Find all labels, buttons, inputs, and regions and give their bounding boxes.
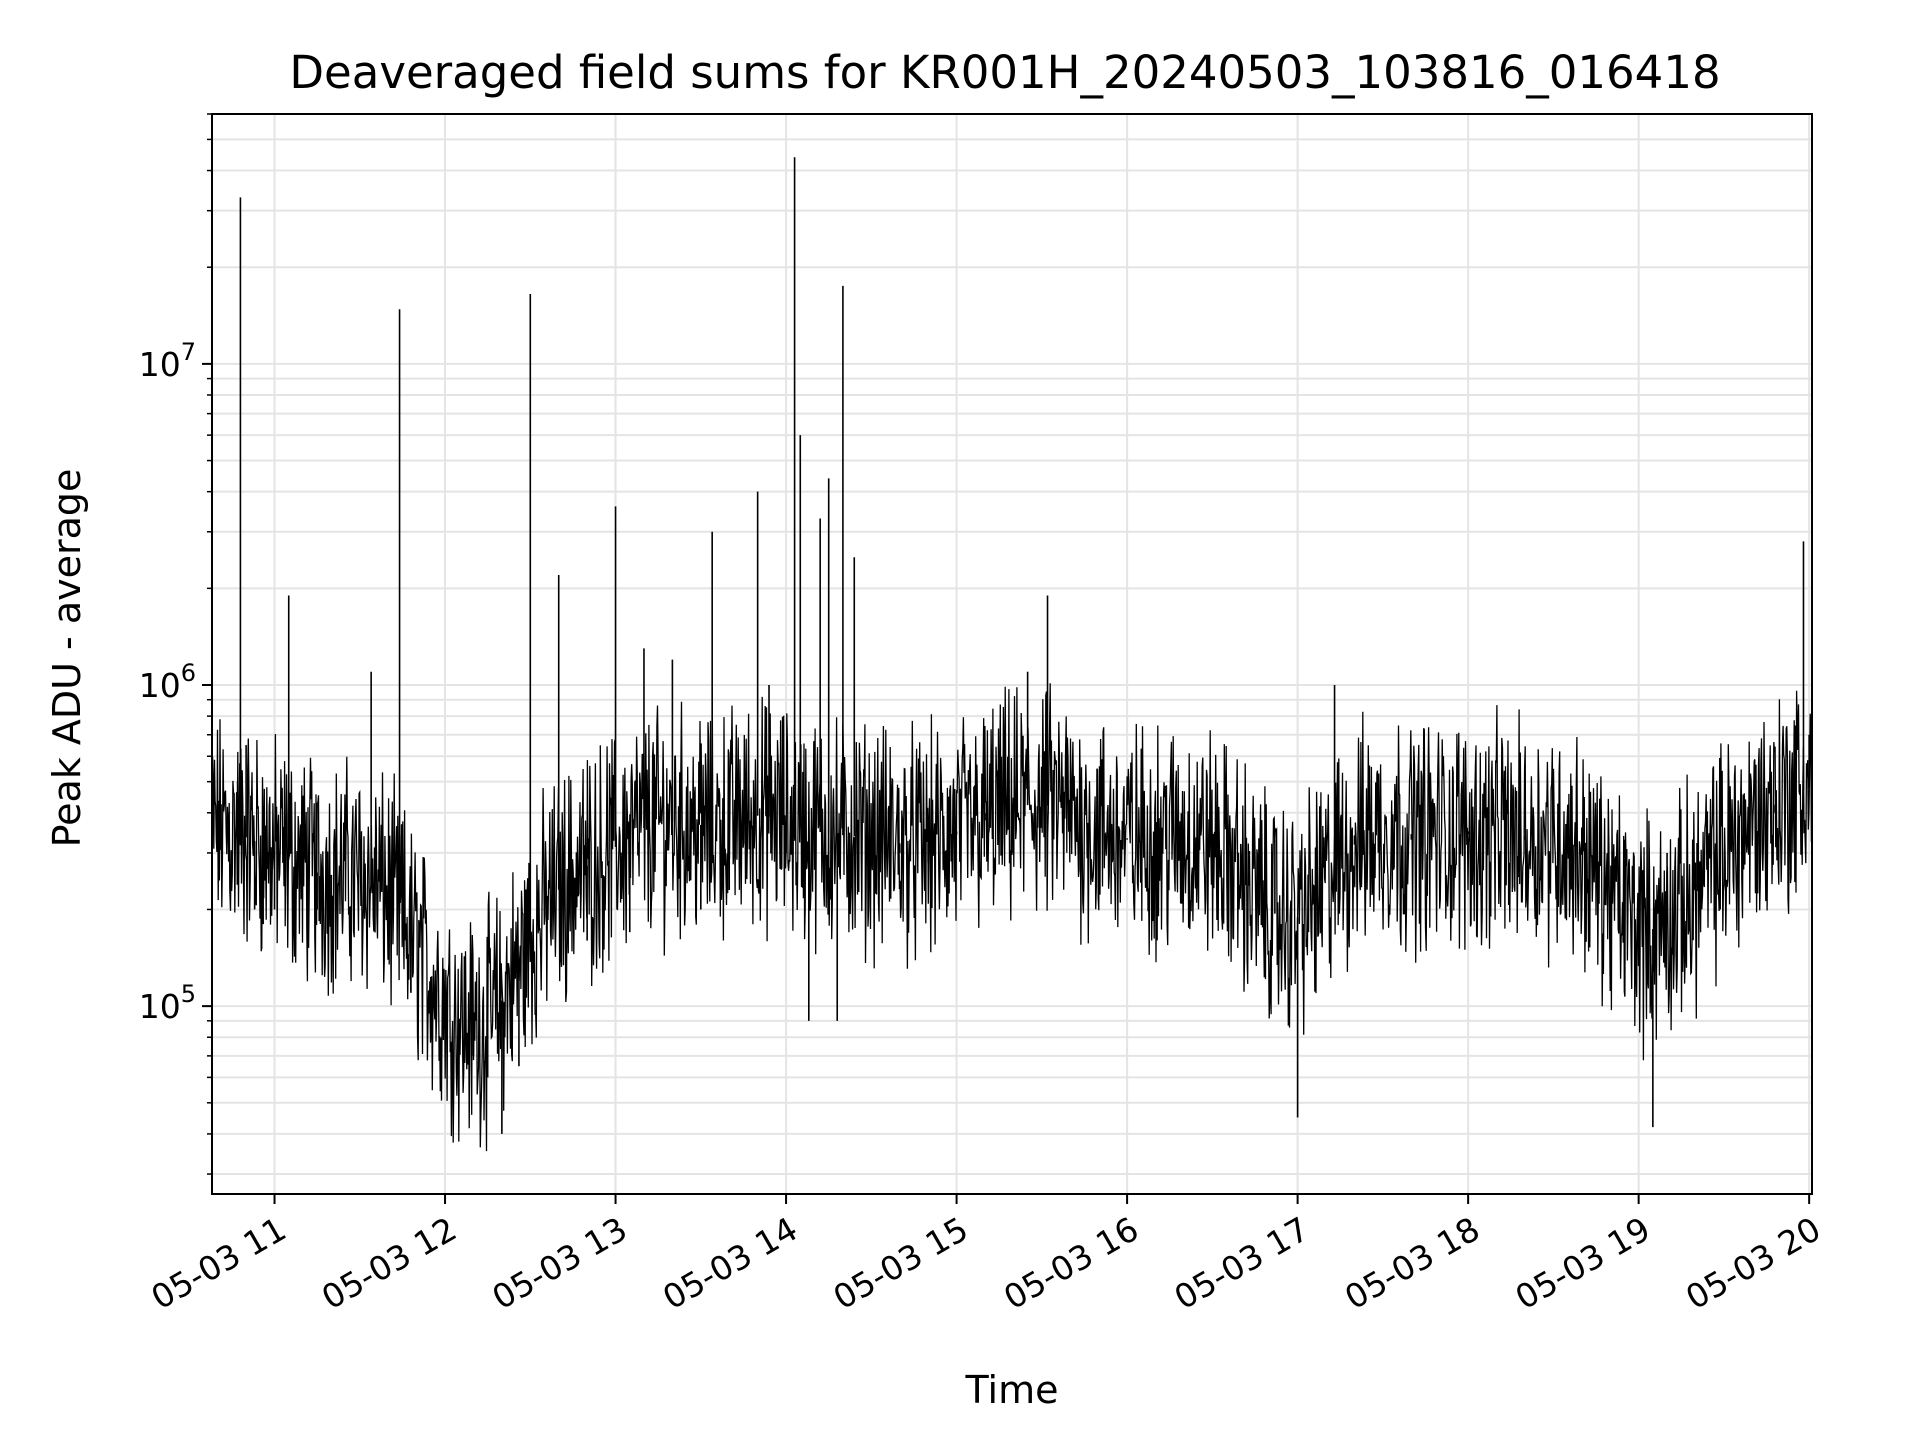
chart-title: Deaveraged field sums for KR001H_2024050… xyxy=(289,46,1720,99)
line-layer xyxy=(211,157,1813,1152)
y-axis-label: Peak ADU - average xyxy=(45,469,89,848)
y-tick-exponent: 6 xyxy=(181,659,196,687)
series-line xyxy=(211,683,1813,1152)
y-tick-exponent: 7 xyxy=(181,338,196,366)
y-tick-base: 10 xyxy=(139,345,181,384)
y-tick-label: 105 xyxy=(139,980,196,1026)
y-tick-base: 10 xyxy=(139,987,181,1026)
y-tick-base: 10 xyxy=(139,666,181,705)
plot-frame xyxy=(211,113,1813,1195)
y-tick-exponent: 5 xyxy=(181,980,196,1008)
y-tick-label: 107 xyxy=(139,338,196,384)
y-tick-label: 106 xyxy=(139,659,196,705)
x-axis-label: Time xyxy=(965,1368,1059,1412)
